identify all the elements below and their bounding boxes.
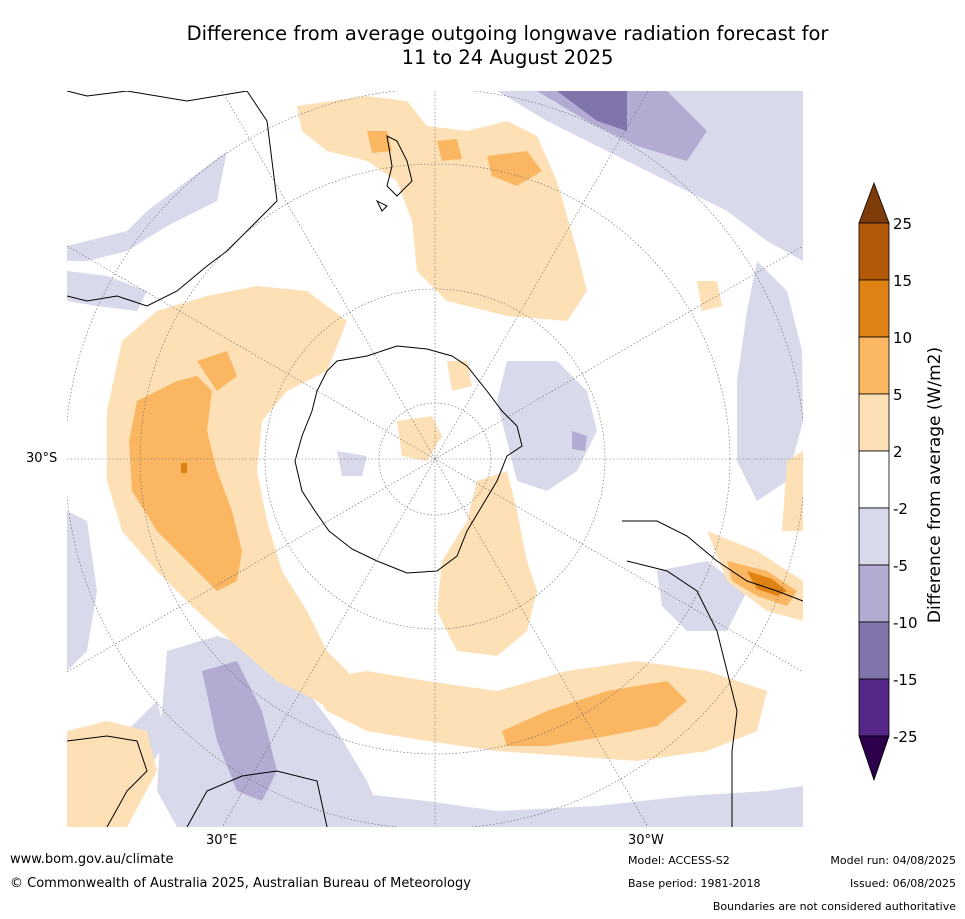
colorbar-segment-5-10 xyxy=(858,336,890,395)
title-line-1: Difference from average outgoing longwav… xyxy=(186,22,829,45)
footer-base-period: Base period: 1981-2018 xyxy=(628,877,761,890)
colorbar-tick-minus15: -15 xyxy=(893,671,918,689)
title-line-2: 11 to 24 August 2025 xyxy=(401,46,614,69)
colorbar-segment-neutral xyxy=(858,450,890,509)
colorbar-segment-15-25 xyxy=(858,222,890,281)
footer-model: Model: ACCESS-S2 xyxy=(628,854,730,867)
colorbar-tick-5: 5 xyxy=(893,386,903,404)
colorbar-segment-minus10-minus15 xyxy=(858,621,890,680)
colorbar-tick-minus25: -25 xyxy=(893,728,918,746)
strong-positive-regions xyxy=(181,463,787,596)
latitude-label-30s: 30°S xyxy=(26,451,58,466)
colorbar xyxy=(858,181,890,782)
footer-url[interactable]: www.bom.gov.au/climate xyxy=(10,852,174,867)
longitude-label-30w: 30°W xyxy=(628,833,664,848)
colorbar-tick-10: 10 xyxy=(893,329,913,347)
colorbar-tick-2: 2 xyxy=(893,443,903,461)
colorbar-tick-minus10: -10 xyxy=(893,614,918,632)
footer-issued: Issued: 06/08/2025 xyxy=(849,877,956,890)
colorbar-segment-2-5 xyxy=(858,393,890,452)
coastlines xyxy=(67,91,803,827)
footer-copyright: © Commonwealth of Australia 2025, Austra… xyxy=(10,876,471,891)
footer-disclaimer: Boundaries are not considered authoritat… xyxy=(712,900,956,913)
colorbar-segment-minus2-minus5 xyxy=(858,507,890,566)
colorbar-segments xyxy=(858,181,890,782)
colorbar-segment-above-25 xyxy=(858,181,890,224)
graticule xyxy=(67,91,803,827)
colorbar-tick-25: 25 xyxy=(893,215,913,233)
colorbar-segment-10-15 xyxy=(858,279,890,338)
longitude-label-30e: 30°E xyxy=(206,833,238,848)
colorbar-title: Difference from average (W/m2) xyxy=(925,346,945,624)
colorbar-tick-minus5: -5 xyxy=(893,557,908,575)
map-title: Difference from average outgoing longwav… xyxy=(60,22,955,70)
colorbar-tick-15: 15 xyxy=(893,272,913,290)
negative-anomaly-regions xyxy=(67,91,803,827)
olr-anomaly-map xyxy=(67,91,803,827)
footer-model-run: Model run: 04/08/2025 xyxy=(830,854,956,867)
colorbar-tick-minus2: -2 xyxy=(893,500,908,518)
colorbar-segment-below-25 xyxy=(858,735,890,782)
colorbar-segment-minus15-minus25 xyxy=(858,678,890,737)
colorbar-segment-minus5-minus10 xyxy=(858,564,890,623)
strong-negative-regions xyxy=(557,91,627,131)
